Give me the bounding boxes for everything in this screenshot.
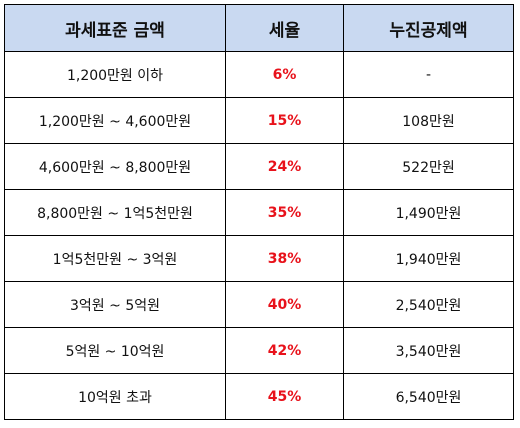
rate-cell: 15% <box>225 97 344 144</box>
rate-cell: 40% <box>225 281 344 328</box>
table-row: 8,800만원 ~ 1억5천만원 35% 1,490만원 <box>4 189 514 236</box>
deduction-cell: 522만원 <box>343 143 514 190</box>
rate-cell: 24% <box>225 143 344 190</box>
bracket-cell: 5억원 ~ 10억원 <box>4 327 226 374</box>
deduction-cell: 3,540만원 <box>343 327 514 374</box>
rate-cell: 45% <box>225 373 344 420</box>
table-row: 4,600만원 ~ 8,800만원 24% 522만원 <box>4 143 514 190</box>
bracket-cell: 1,200만원 ~ 4,600만원 <box>4 97 226 144</box>
header-deduction: 누진공제액 <box>343 4 514 52</box>
bracket-cell: 4,600만원 ~ 8,800만원 <box>4 143 226 190</box>
rate-cell: 42% <box>225 327 344 374</box>
bracket-cell: 3억원 ~ 5억원 <box>4 281 226 328</box>
table-row: 3억원 ~ 5억원 40% 2,540만원 <box>4 281 514 328</box>
header-rate: 세율 <box>225 4 344 52</box>
bracket-cell: 10억원 초과 <box>4 373 226 420</box>
table-row: 5억원 ~ 10억원 42% 3,540만원 <box>4 327 514 374</box>
deduction-cell: 6,540만원 <box>343 373 514 420</box>
deduction-cell: - <box>343 51 514 98</box>
table-header: 과세표준 금액 세율 누진공제액 <box>4 4 514 52</box>
deduction-cell: 2,540만원 <box>343 281 514 328</box>
bracket-cell: 8,800만원 ~ 1억5천만원 <box>4 189 226 236</box>
deduction-cell: 1,490만원 <box>343 189 514 236</box>
header-row: 과세표준 금액 세율 누진공제액 <box>4 4 514 52</box>
table-row: 1억5천만원 ~ 3억원 38% 1,940만원 <box>4 235 514 282</box>
rate-cell: 38% <box>225 235 344 282</box>
table-row: 1,200만원 이하 6% - <box>4 51 514 98</box>
header-bracket: 과세표준 금액 <box>4 4 226 52</box>
rate-cell: 6% <box>225 51 344 98</box>
tax-rate-table: 과세표준 금액 세율 누진공제액 1,200만원 이하 6% - 1,200만원… <box>4 4 514 420</box>
bracket-cell: 1억5천만원 ~ 3억원 <box>4 235 226 282</box>
deduction-cell: 1,940만원 <box>343 235 514 282</box>
deduction-cell: 108만원 <box>343 97 514 144</box>
table-row: 10억원 초과 45% 6,540만원 <box>4 373 514 420</box>
rate-cell: 35% <box>225 189 344 236</box>
table-body: 1,200만원 이하 6% - 1,200만원 ~ 4,600만원 15% 10… <box>4 51 514 420</box>
bracket-cell: 1,200만원 이하 <box>4 51 226 98</box>
table-row: 1,200만원 ~ 4,600만원 15% 108만원 <box>4 97 514 144</box>
